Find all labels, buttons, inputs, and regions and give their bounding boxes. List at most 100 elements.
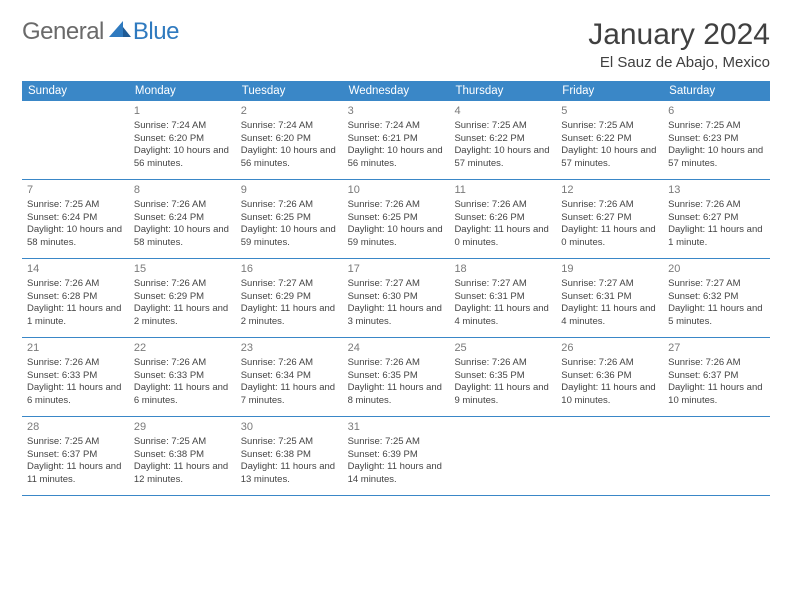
day-number: 29 [134,420,231,435]
day-number: 2 [241,104,338,119]
sunset-line: Sunset: 6:33 PM [134,370,231,383]
sunrise-line: Sunrise: 7:26 AM [668,357,765,370]
daylight-line: Daylight: 11 hours and 1 minute. [27,303,124,329]
sunrise-line: Sunrise: 7:26 AM [134,278,231,291]
daylight-line: Daylight: 10 hours and 57 minutes. [668,145,765,171]
sunset-line: Sunset: 6:26 PM [454,212,551,225]
day-cell: 7Sunrise: 7:25 AMSunset: 6:24 PMDaylight… [22,180,129,258]
day-cell: 3Sunrise: 7:24 AMSunset: 6:21 PMDaylight… [343,101,450,179]
day-number: 20 [668,262,765,277]
daylight-line: Daylight: 10 hours and 56 minutes. [134,145,231,171]
daylight-line: Daylight: 11 hours and 0 minutes. [561,224,658,250]
day-cell: 18Sunrise: 7:27 AMSunset: 6:31 PMDayligh… [449,259,556,337]
day-number: 1 [134,104,231,119]
daylight-line: Daylight: 11 hours and 0 minutes. [454,224,551,250]
weekday-header: Thursday [449,81,556,101]
day-cell: 31Sunrise: 7:25 AMSunset: 6:39 PMDayligh… [343,417,450,495]
day-number: 22 [134,341,231,356]
day-number: 26 [561,341,658,356]
day-number: 18 [454,262,551,277]
week-row: 7Sunrise: 7:25 AMSunset: 6:24 PM Daylight… [22,180,770,259]
sunrise-line: Sunrise: 7:27 AM [454,278,551,291]
day-number: 14 [27,262,124,277]
day-cell [22,101,129,179]
sunset-line: Sunset: 6:35 PM [348,370,445,383]
sunset-line: Sunset: 6:32 PM [668,291,765,304]
sunset-line: Sunset: 6:28 PM [27,291,124,304]
daylight-line: Daylight: 10 hours and 59 minutes. [348,224,445,250]
daylight-line: Daylight: 10 hours and 56 minutes. [241,145,338,171]
day-cell: 19Sunrise: 7:27 AMSunset: 6:31 PMDayligh… [556,259,663,337]
sunrise-line: Sunrise: 7:27 AM [348,278,445,291]
sunset-line: Sunset: 6:22 PM [561,133,658,146]
sunrise-line: Sunrise: 7:25 AM [454,120,551,133]
sunset-line: Sunset: 6:36 PM [561,370,658,383]
sunrise-line: Sunrise: 7:25 AM [27,199,124,212]
sunset-line: Sunset: 6:24 PM [27,212,124,225]
sunset-line: Sunset: 6:27 PM [668,212,765,225]
sunset-line: Sunset: 6:21 PM [348,133,445,146]
sunrise-line: Sunrise: 7:25 AM [134,436,231,449]
daylight-line: Daylight: 11 hours and 6 minutes. [134,382,231,408]
weekday-header: Wednesday [343,81,450,101]
sunrise-line: Sunrise: 7:26 AM [561,199,658,212]
sunset-line: Sunset: 6:22 PM [454,133,551,146]
sunset-line: Sunset: 6:34 PM [241,370,338,383]
brand-logo: General Blue [22,18,179,46]
daylight-line: Daylight: 10 hours and 57 minutes. [454,145,551,171]
daylight-line: Daylight: 11 hours and 10 minutes. [561,382,658,408]
sunrise-line: Sunrise: 7:26 AM [668,199,765,212]
day-number: 15 [134,262,231,277]
day-number: 4 [454,104,551,119]
sunrise-line: Sunrise: 7:26 AM [348,357,445,370]
brand-triangle-icon [109,21,131,40]
weekday-header: Tuesday [236,81,343,101]
sunrise-line: Sunrise: 7:26 AM [27,278,124,291]
sunrise-line: Sunrise: 7:26 AM [241,357,338,370]
sunrise-line: Sunrise: 7:26 AM [241,199,338,212]
month-title: January 2024 [588,18,770,52]
daylight-line: Daylight: 11 hours and 8 minutes. [348,382,445,408]
sunrise-line: Sunrise: 7:24 AM [348,120,445,133]
sunrise-line: Sunrise: 7:26 AM [27,357,124,370]
sunrise-line: Sunrise: 7:26 AM [454,199,551,212]
sunset-line: Sunset: 6:31 PM [454,291,551,304]
day-cell: 8Sunrise: 7:26 AMSunset: 6:24 PMDaylight… [129,180,236,258]
daylight-line: Daylight: 11 hours and 3 minutes. [348,303,445,329]
day-number: 27 [668,341,765,356]
sunrise-line: Sunrise: 7:26 AM [561,357,658,370]
sunrise-line: Sunrise: 7:25 AM [241,436,338,449]
day-cell: 23Sunrise: 7:26 AMSunset: 6:34 PMDayligh… [236,338,343,416]
sunset-line: Sunset: 6:38 PM [134,449,231,462]
location-subtitle: El Sauz de Abajo, Mexico [588,54,770,71]
day-cell: 1Sunrise: 7:24 AMSunset: 6:20 PMDaylight… [129,101,236,179]
day-number: 21 [27,341,124,356]
day-cell: 2Sunrise: 7:24 AMSunset: 6:20 PMDaylight… [236,101,343,179]
day-cell: 12Sunrise: 7:26 AMSunset: 6:27 PMDayligh… [556,180,663,258]
week-row: 14Sunrise: 7:26 AMSunset: 6:28 PMDayligh… [22,259,770,338]
daylight-line: Daylight: 11 hours and 6 minutes. [27,382,124,408]
daylight-line: Daylight: 11 hours and 9 minutes. [454,382,551,408]
day-cell: 25Sunrise: 7:26 AMSunset: 6:35 PMDayligh… [449,338,556,416]
sunrise-line: Sunrise: 7:27 AM [241,278,338,291]
day-cell: 13Sunrise: 7:26 AMSunset: 6:27 PMDayligh… [663,180,770,258]
week-row: 1Sunrise: 7:24 AMSunset: 6:20 PMDaylight… [22,101,770,180]
sunrise-line: Sunrise: 7:25 AM [561,120,658,133]
day-cell: 24Sunrise: 7:26 AMSunset: 6:35 PMDayligh… [343,338,450,416]
day-number: 7 [27,183,124,198]
day-cell: 22Sunrise: 7:26 AMSunset: 6:33 PMDayligh… [129,338,236,416]
daylight-line: Daylight: 10 hours and 57 minutes. [561,145,658,171]
day-cell: 21Sunrise: 7:26 AMSunset: 6:33 PMDayligh… [22,338,129,416]
day-cell: 27Sunrise: 7:26 AMSunset: 6:37 PMDayligh… [663,338,770,416]
sunset-line: Sunset: 6:35 PM [454,370,551,383]
day-cell: 5Sunrise: 7:25 AMSunset: 6:22 PMDaylight… [556,101,663,179]
day-cell: 26Sunrise: 7:26 AMSunset: 6:36 PMDayligh… [556,338,663,416]
sunrise-line: Sunrise: 7:25 AM [27,436,124,449]
sunrise-line: Sunrise: 7:25 AM [348,436,445,449]
weekday-header: Sunday [22,81,129,101]
day-cell [663,417,770,495]
day-number: 5 [561,104,658,119]
daylight-line: Daylight: 11 hours and 12 minutes. [134,461,231,487]
day-cell: 11Sunrise: 7:26 AMSunset: 6:26 PMDayligh… [449,180,556,258]
sunset-line: Sunset: 6:38 PM [241,449,338,462]
